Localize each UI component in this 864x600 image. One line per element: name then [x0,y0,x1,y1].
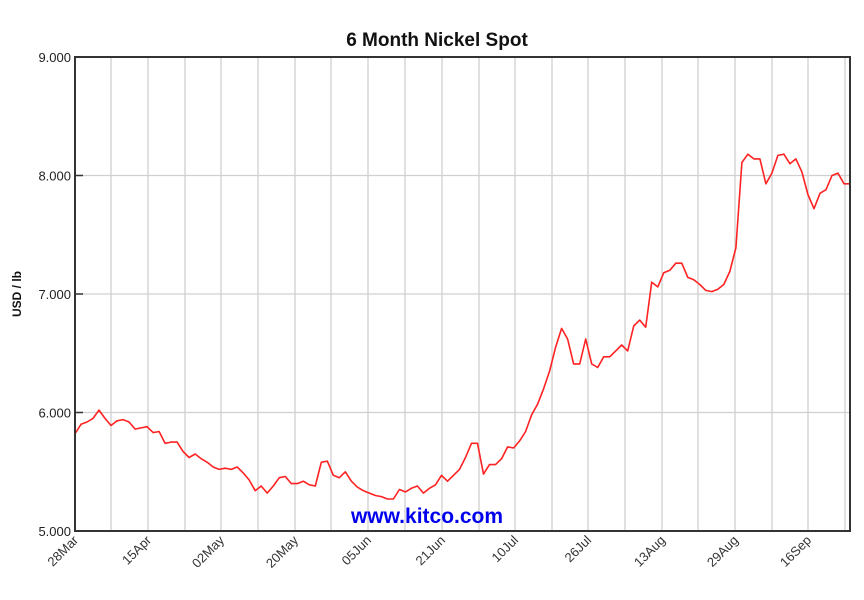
grid-lines [75,56,850,532]
y-tick-label: 6.000 [38,406,71,421]
x-tick-label: 13Aug [631,533,668,570]
x-tick-label: 20May [263,532,302,571]
y-tick-label: 5.000 [38,524,71,539]
watermark-text: www.kitco.com [350,505,503,528]
y-tick-label: 8.000 [38,169,71,184]
y-tick-label: 9.000 [38,50,71,65]
chart-title: 6 Month Nickel Spot [346,30,528,51]
x-axis-ticks: 28Mar 15Apr 02May 20May 05Jun 21Jun 10Jul 26Jul… [44,532,814,571]
y-axis-ticks: 5.000 6.000 7.000 8.000 9.000 [38,50,83,539]
x-tick-label: 16Sep [777,533,814,570]
x-tick-label: 05Jun [338,533,374,569]
y-tick-label: 7.000 [38,287,71,302]
x-tick-label: 15Apr [119,532,155,568]
x-tick-label: 29Aug [704,533,741,570]
x-tick-label: 21Jun [412,533,448,569]
nickel-price-line [74,153,850,500]
x-tick-label: 26Jul [562,532,595,565]
x-tick-label: 10Jul [489,532,522,565]
x-tick-label: 02May [189,532,228,571]
y-axis-label: USD / lb [10,271,24,317]
